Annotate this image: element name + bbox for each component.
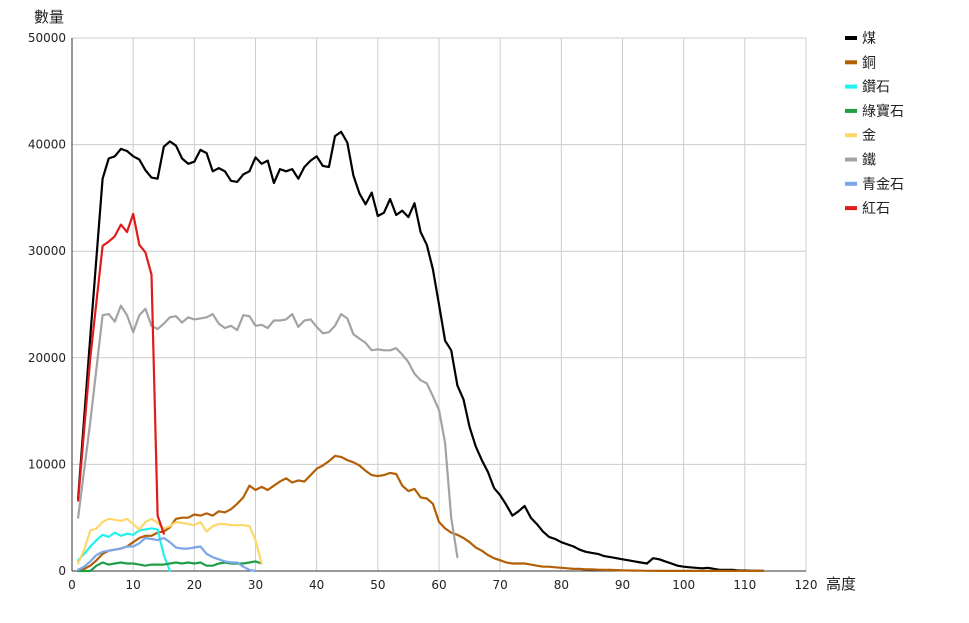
legend-swatch <box>845 181 857 186</box>
y-tick-label: 50000 <box>28 31 66 45</box>
series-line-紅石 <box>76 212 165 535</box>
legend-swatch <box>845 157 857 162</box>
legend-swatch <box>845 84 857 89</box>
x-tick-label: 20 <box>187 578 202 592</box>
series-line-鐵 <box>76 304 459 559</box>
legend-label: 鑽石 <box>862 80 890 96</box>
legend-label: 青金石 <box>862 177 904 193</box>
x-tick-label: 100 <box>672 578 695 592</box>
y-tick-label: 20000 <box>28 351 66 365</box>
legend-swatch <box>845 133 857 138</box>
y-tick-label: 10000 <box>28 457 66 471</box>
y-tick-labels: 0 10000 20000 30000 40000 50000 <box>28 31 66 578</box>
x-tick-label: 50 <box>370 578 385 592</box>
legend-label: 鐵 <box>862 152 876 169</box>
y-tick-label: 30000 <box>28 244 66 258</box>
y-tick-label: 0 <box>58 564 66 578</box>
x-tick-label: 10 <box>126 578 141 592</box>
legend-label: 金 <box>862 128 876 144</box>
legend-swatch <box>845 206 857 211</box>
x-tick-label: 90 <box>615 578 630 592</box>
legend-swatch <box>845 60 857 65</box>
x-tick-label: 80 <box>554 578 569 592</box>
y-axis-title: 數量 <box>34 8 64 26</box>
legend-label: 銅 <box>862 55 876 71</box>
series-line-鑽石 <box>76 527 171 573</box>
x-tick-label: 40 <box>309 578 324 592</box>
x-tick-label: 0 <box>68 578 76 592</box>
legend-label: 綠寶石 <box>862 104 904 120</box>
series-line-銅 <box>76 454 765 573</box>
legend-label: 煤 <box>862 31 876 47</box>
series-line-青金石 <box>76 536 257 573</box>
legend-swatch <box>845 108 857 113</box>
series-line-金 <box>76 517 263 565</box>
x-tick-label: 30 <box>248 578 263 592</box>
x-tick-label: 70 <box>493 578 508 592</box>
x-tick-label: 120 <box>795 578 818 592</box>
x-tick-label: 110 <box>733 578 756 592</box>
series-lines <box>76 130 765 573</box>
series-line-煤 <box>76 130 765 573</box>
legend-label: 紅石 <box>862 201 890 217</box>
x-tick-labels: 0 10 20 30 40 50 60 70 80 90 100 110 120 <box>68 578 817 592</box>
y-tick-label: 40000 <box>28 138 66 152</box>
x-axis-title: 高度 <box>826 575 856 593</box>
legend-swatch <box>845 36 857 40</box>
x-tick-label: 60 <box>431 578 446 592</box>
